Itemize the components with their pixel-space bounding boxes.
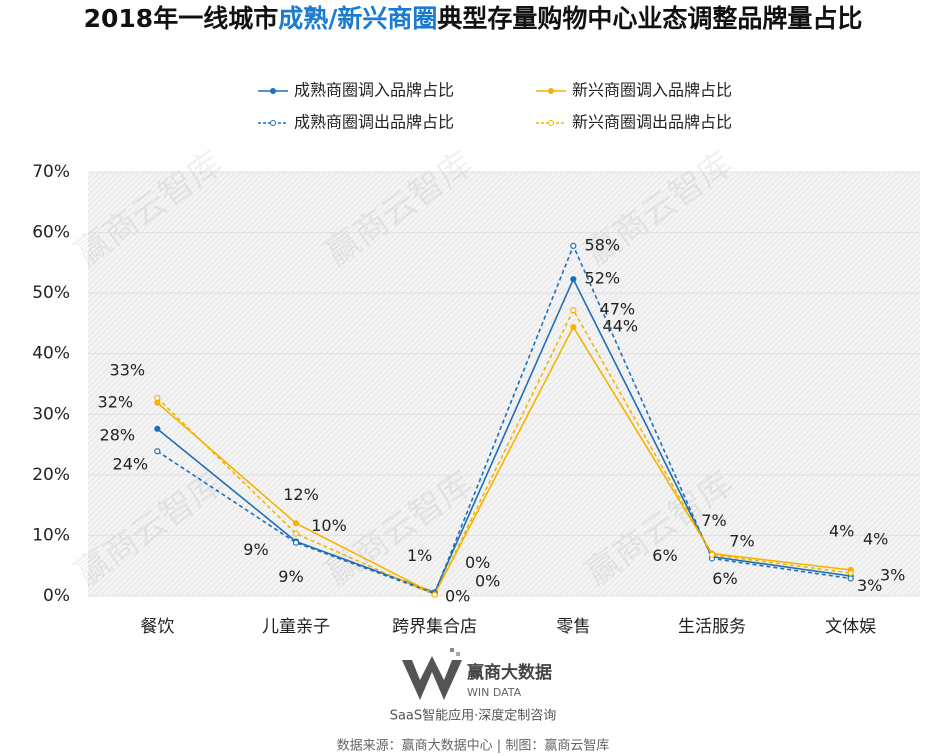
x-tick-label: 儿童亲子 (262, 617, 330, 637)
data-label: 58% (585, 235, 621, 254)
point (292, 520, 300, 527)
legend-marker (548, 88, 554, 94)
legend-label: 新兴商圈调出品牌占比 (572, 113, 732, 132)
point (154, 425, 161, 432)
data-label: 7% (701, 511, 726, 530)
data-label: 0% (445, 586, 470, 605)
data-label: 3% (880, 566, 905, 585)
logo-icon (402, 656, 462, 700)
x-tick-label: 文体娱 (825, 617, 876, 637)
title-part: 典型存量购物中心业态调整品牌量占比 (437, 4, 862, 33)
legend-label: 成熟商圈调出品牌占比 (294, 113, 454, 132)
data-label: 4% (829, 521, 854, 540)
data-label: 12% (283, 485, 319, 504)
data-label: 33% (110, 360, 146, 379)
y-tick-label: 40% (32, 344, 70, 364)
point (154, 448, 161, 455)
data-label: 7% (729, 531, 754, 550)
legend-label: 成熟商圈调入品牌占比 (294, 81, 454, 100)
legend-marker (270, 120, 276, 126)
data-label: 0% (475, 572, 500, 591)
data-label: 1% (407, 546, 432, 565)
y-tick-label: 50% (32, 283, 70, 303)
legend-label: 新兴商圈调入品牌占比 (572, 81, 732, 100)
y-tick-label: 70% (32, 162, 70, 182)
logo-dot (456, 652, 460, 656)
x-tick-label: 生活服务 (678, 617, 746, 637)
point (292, 530, 300, 537)
title-part: 2018年一线城市 (84, 4, 279, 33)
y-tick-label: 30% (32, 404, 70, 424)
series-line (156, 277, 851, 594)
x-tick-label: 零售 (556, 617, 590, 637)
data-label: 6% (652, 546, 677, 565)
point (154, 394, 161, 402)
footer-logo: 赢商大数据 WIN DATA SaaS智能应用·深度定制咨询 数据来源：赢商大数… (337, 648, 610, 754)
logo-name: 赢商大数据 (467, 662, 552, 683)
series-line (156, 308, 851, 596)
point (847, 569, 854, 577)
data-label: 47% (600, 300, 636, 319)
point (570, 323, 577, 331)
point (708, 551, 716, 558)
point (847, 575, 854, 582)
data-label: 28% (100, 425, 136, 444)
title-part: 成熟/新兴商圈 (278, 4, 437, 33)
y-tick-label: 20% (32, 465, 70, 485)
y-tick-label: 10% (32, 525, 70, 545)
data-label: 24% (113, 455, 149, 474)
slogan: SaaS智能应用·深度定制咨询 (390, 708, 557, 724)
legend-marker (548, 120, 554, 126)
chart-title: 2018年一线城市成熟/新兴商圈典型存量购物中心业态调整品牌量占比 (84, 4, 863, 33)
data-label: 4% (863, 529, 888, 548)
legend-marker (270, 88, 276, 94)
point (570, 307, 577, 314)
x-tick-label: 餐饮 (140, 617, 174, 637)
data-label: 6% (712, 569, 737, 588)
logo-sub: WIN DATA (467, 686, 522, 699)
data-label: 0% (465, 553, 490, 572)
point (431, 591, 438, 598)
data-label: 32% (98, 392, 134, 411)
point (292, 539, 300, 546)
data-label: 9% (278, 567, 303, 586)
point (570, 242, 577, 249)
y-tick-label: 0% (43, 586, 70, 606)
point (570, 276, 577, 283)
data-label: 10% (311, 516, 347, 535)
data-label: 44% (603, 317, 639, 336)
x-tick-label: 跨界集合店 (392, 617, 477, 637)
source: 数据来源：赢商大数据中心 | 制图：赢商云智库 (337, 738, 610, 754)
plot-background (88, 172, 920, 596)
logo-dot (450, 648, 454, 652)
data-label: 9% (243, 540, 268, 559)
series-line (156, 325, 851, 596)
series-line (156, 243, 851, 595)
y-tick-label: 60% (32, 223, 70, 243)
data-label: 3% (857, 576, 882, 595)
data-label: 52% (585, 269, 621, 288)
